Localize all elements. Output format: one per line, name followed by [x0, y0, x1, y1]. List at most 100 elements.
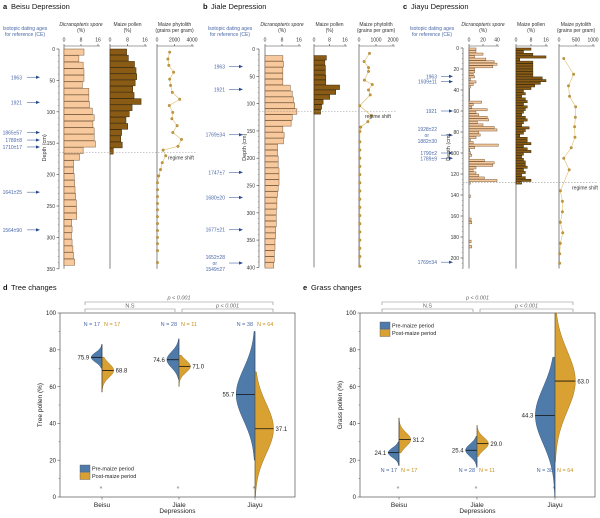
phytolith-point: [159, 168, 162, 172]
phytolith-point: [569, 146, 573, 150]
arrow-icon: [239, 195, 243, 200]
significance-right: p < 0.001: [215, 304, 239, 310]
phytolith-tick-label: 1000: [587, 38, 598, 44]
significance-star: *: [100, 486, 103, 493]
n-label: N = 64: [557, 468, 573, 474]
spore-bar: [264, 114, 293, 121]
pollen-tick-label: 8: [126, 38, 129, 44]
pollen-header: Maize pollen: [315, 22, 343, 28]
phytolith-point: [167, 104, 171, 107]
pollen-unit: (%): [124, 28, 132, 34]
y-axis-label: Tree pollen (%): [37, 383, 44, 427]
phytolith-point: [155, 235, 159, 239]
pollen-bar: [515, 79, 547, 82]
spore-bar: [264, 161, 279, 168]
phytolith-point: [560, 199, 564, 203]
pollen-tick-label: 8: [530, 38, 533, 44]
phytolith-point: [358, 164, 362, 168]
spore-bar: [63, 81, 83, 89]
median-label: 24.1: [374, 451, 386, 457]
arrow-icon: [449, 151, 453, 155]
spore-bar: [264, 179, 280, 186]
phytolith-point: [359, 125, 363, 129]
phytolith-point: [358, 264, 362, 268]
spore-bar: [264, 167, 280, 174]
spore-bar: [468, 85, 471, 89]
pollen-bar: [515, 74, 534, 77]
pollen-bar: [109, 73, 137, 80]
phytolith-point: [366, 120, 370, 124]
pollen-bar: [313, 109, 321, 115]
legend-label: Post-maize period: [392, 331, 436, 337]
spore-bar: [468, 126, 495, 129]
spore-bar: [468, 133, 481, 137]
dating-header: for reference (CE): [412, 32, 452, 38]
pollen-bar: [313, 74, 327, 80]
pollen-bar: [515, 58, 520, 61]
n-label: N = 17: [104, 322, 120, 328]
bracket-right: [181, 308, 274, 312]
pollen-bar: [515, 84, 535, 88]
pollen-bar: [515, 47, 532, 51]
legend-swatch: [79, 472, 91, 480]
spore-bar: [63, 186, 76, 194]
phytolith-point: [155, 195, 159, 199]
spore-bar: [63, 212, 77, 220]
pollen-bar: [109, 110, 130, 118]
spore-bar: [264, 149, 278, 156]
phytolith-point: [155, 261, 159, 264]
pollen-bar: [313, 99, 324, 105]
pollen-bar: [313, 104, 322, 110]
pollen-bar: [515, 173, 522, 177]
phytolith-point: [358, 214, 362, 217]
age-label: 1680±20: [206, 196, 226, 202]
phytolith-point: [558, 241, 562, 245]
dating-header: Isotopic dating ages: [3, 26, 48, 32]
age-label: or: [213, 261, 218, 267]
spore-tick-label: 0: [264, 38, 267, 44]
spore-bar: [468, 151, 471, 155]
phytolith-point: [358, 246, 362, 250]
x-tick-label: Beisu: [391, 502, 408, 509]
spore-header: Dicranopteris spore: [260, 22, 304, 28]
pollen-bar: [109, 141, 123, 149]
spore-bar: [468, 100, 482, 104]
phytolith-tick-label: 0: [358, 38, 361, 44]
bracket-right: [479, 308, 574, 312]
pollen-bar: [515, 131, 524, 135]
pollen-bar: [515, 66, 534, 69]
significance-left: N.S: [125, 304, 135, 310]
pollen-bar: [313, 55, 327, 61]
spore-bar: [468, 176, 485, 180]
age-label: or: [425, 133, 430, 139]
bracket-outer: [84, 301, 274, 305]
spore-bar: [468, 113, 480, 117]
spore-bar: [63, 134, 95, 141]
spore-bar: [264, 102, 295, 109]
phytolith-header: Maize phytolith: [158, 22, 192, 28]
spore-bar: [264, 232, 276, 239]
depth-tick-label: 200: [451, 256, 460, 262]
spore-bar: [63, 252, 74, 259]
phytolith-point: [358, 197, 362, 201]
phytolith-point: [574, 105, 578, 109]
depth-tick-label: 50: [49, 78, 55, 84]
pollen-bar: [313, 84, 340, 90]
phytolith-point: [358, 222, 362, 226]
pollen-bar: [515, 105, 528, 109]
age-label: 1549±27: [206, 267, 226, 273]
pollen-bar: [515, 147, 528, 151]
phytolith-point: [168, 77, 172, 81]
spore-bar: [468, 62, 498, 66]
phytolith-unit: (grains per gram): [557, 28, 596, 34]
phytolith-point: [170, 117, 174, 121]
depth-axis-label: Depth (cm): [242, 134, 248, 161]
pollen-bar: [313, 94, 330, 100]
arrow-icon: [449, 260, 453, 264]
phytolith-point: [155, 202, 159, 205]
phytolith-point: [567, 168, 571, 172]
pollen-bar: [515, 97, 526, 101]
pollen-bar: [515, 118, 528, 122]
phytolith-point: [160, 161, 164, 165]
pollen-bar: [515, 100, 528, 103]
